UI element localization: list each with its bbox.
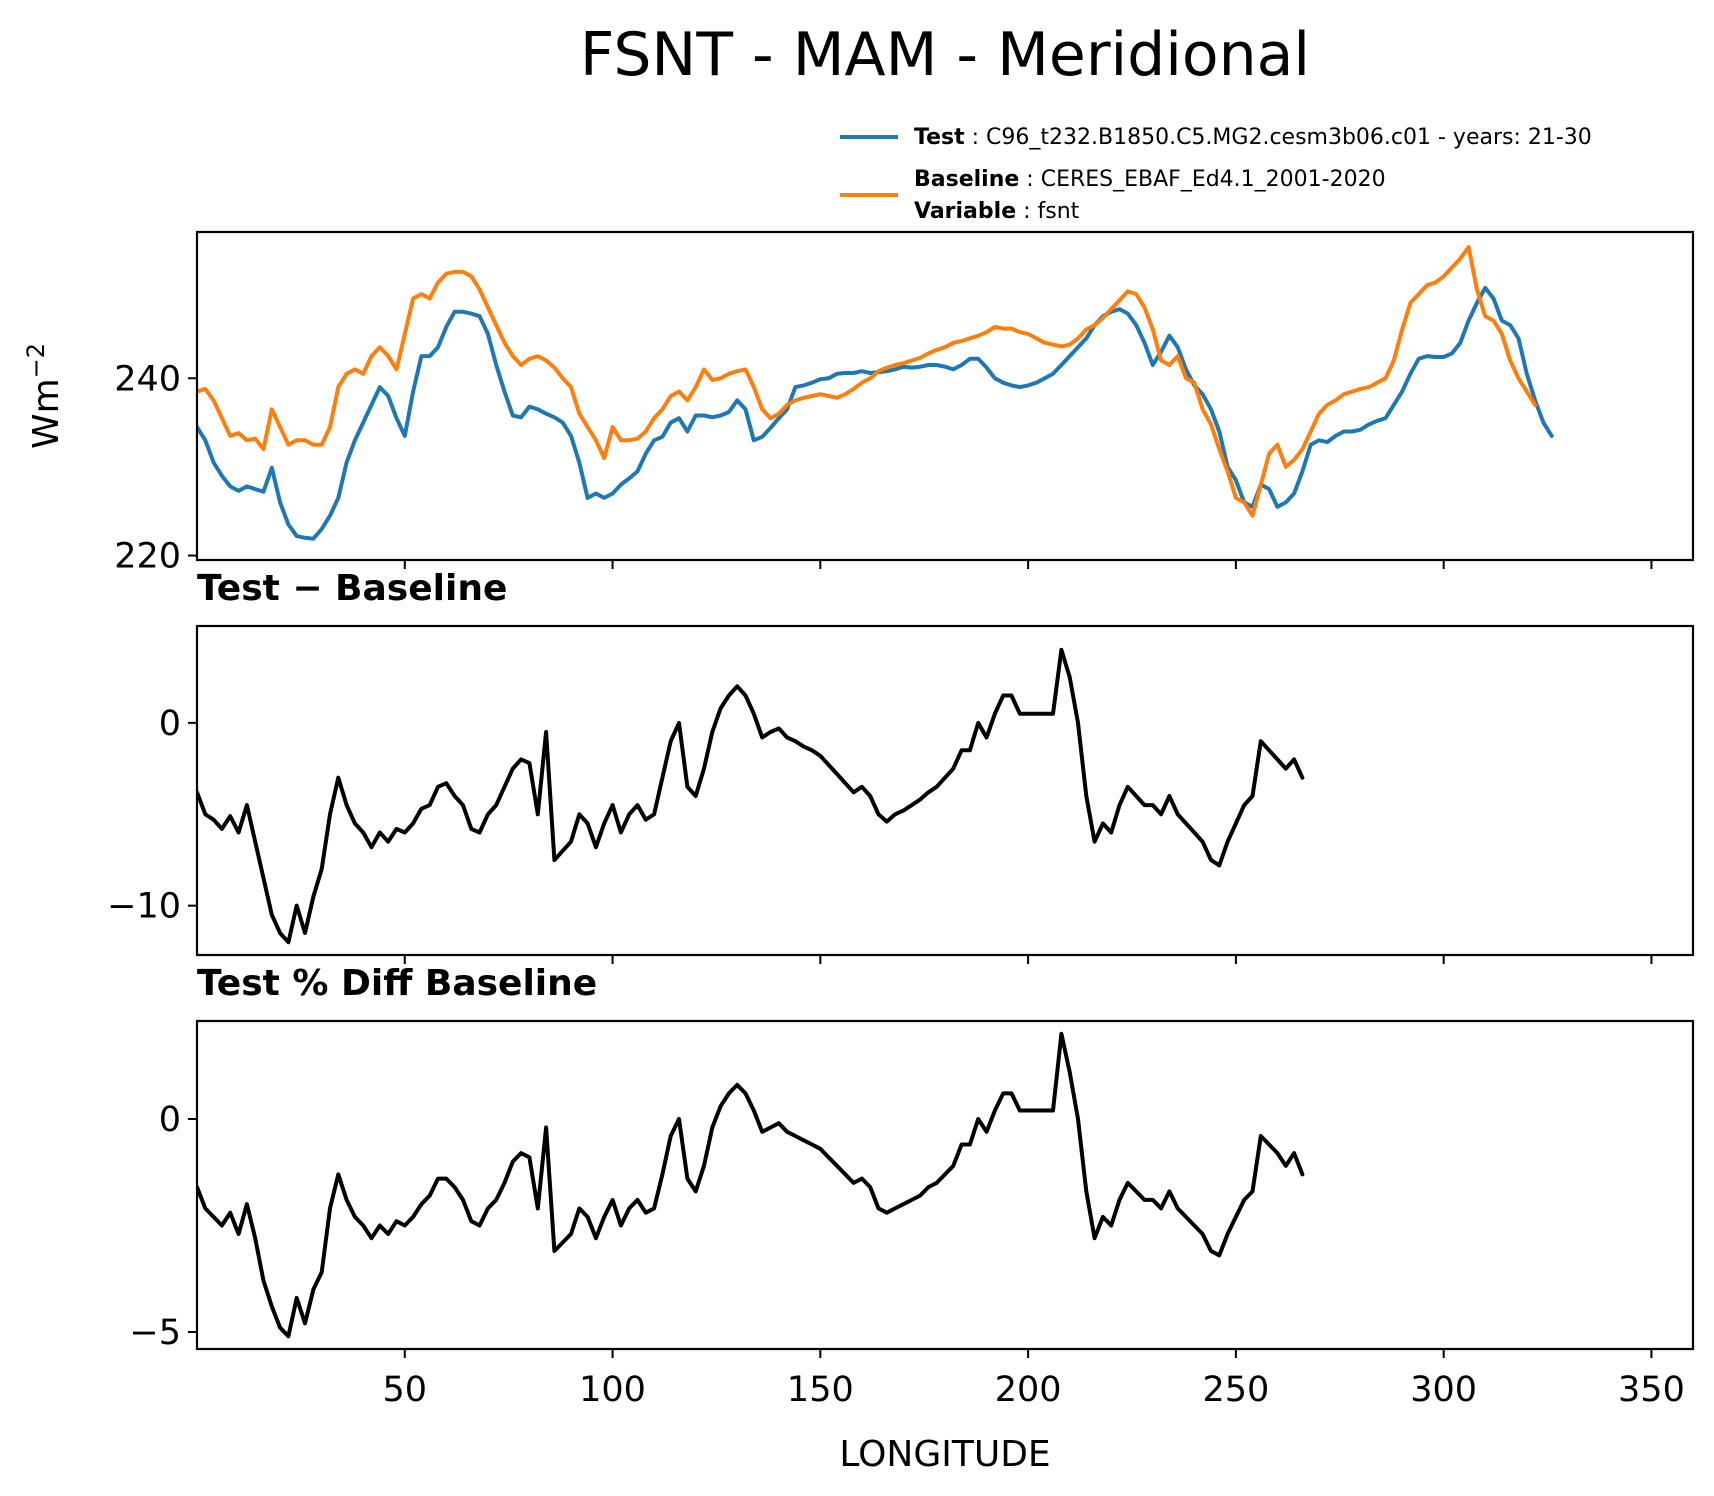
main-plot-frame [195,230,1695,562]
legend-entry-test: Test : C96_t232.B1850.C5.MG2.cesm3b06.c0… [914,125,1592,150]
percent-diff-plot-frame [195,1019,1695,1351]
percent-diff-panel-title: Test % Diff Baseline [197,963,597,1004]
main-panel: Wm−2 220 240 [22,230,1695,577]
main-series-line-baseline [197,245,1538,518]
difference-y-tick-label: −10 [107,887,181,927]
legend-sep-test: : [965,125,986,150]
legend-key-test: Test [914,125,965,150]
difference-panel: Test − Baseline −10 0 [107,568,1695,964]
legend-entry-baseline: Baseline : CERES_EBAF_Ed4.1_2001-2020 [914,167,1386,192]
difference-y-tick-label: 0 [159,704,181,744]
difference-panel-title: Test − Baseline [197,568,507,609]
legend-value-baseline: CERES_EBAF_Ed4.1_2001-2020 [1041,167,1386,192]
x-tick-label: 150 [787,1370,854,1410]
legend-entry-variable: Variable : fsnt [914,199,1080,224]
legend-value-variable: fsnt [1038,199,1080,224]
difference-plot-frame [195,624,1695,957]
main-y-tick-label: 220 [114,537,181,577]
x-axis-label: LONGITUDE [839,1434,1050,1475]
x-tick-label: 200 [995,1370,1062,1410]
x-tick-label: 50 [383,1370,428,1410]
x-tick-label: 300 [1410,1370,1477,1410]
y-axis-label-exponent: −2 [22,343,50,378]
legend-value-test: C96_t232.B1850.C5.MG2.cesm3b06.c01 - yea… [986,125,1592,150]
x-tick-label: 250 [1202,1370,1269,1410]
difference-series-line-difference [197,647,1305,945]
y-axis-label: Wm−2 [22,343,67,449]
legend-key-baseline: Baseline [914,167,1019,192]
legend-key-variable: Variable [914,199,1016,224]
legend-sep-baseline: : [1019,167,1040,192]
percent-diff-series-line-difference [197,1031,1305,1339]
percent-diff-y-tick-label: −5 [129,1313,181,1353]
chart-title: FSNT - MAM - Meridional [580,20,1310,90]
main-y-tick-label: 240 [114,359,181,399]
y-axis-label-base: Wm [26,378,67,449]
percent-diff-panel: Test % Diff Baseline LONGITUDE −5 0 50 100 1… [129,963,1695,1475]
x-tick-label: 100 [579,1370,646,1410]
legend-sep-variable: : [1016,199,1037,224]
legend: Test : C96_t232.B1850.C5.MG2.cesm3b06.c0… [840,125,1592,224]
percent-diff-y-tick-label: 0 [159,1100,181,1140]
x-tick-label: 350 [1618,1370,1685,1410]
